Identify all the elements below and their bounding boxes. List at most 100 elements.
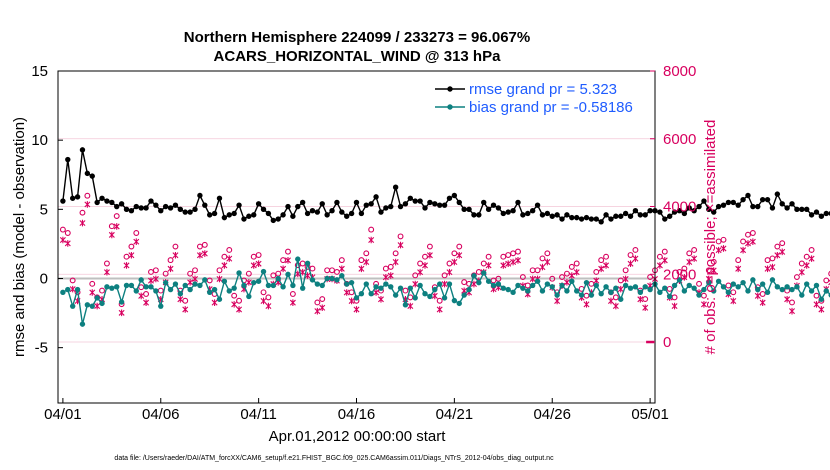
obs-possible-point xyxy=(588,280,595,287)
bias-point xyxy=(397,285,404,291)
bias-point xyxy=(701,286,707,293)
obs-possible-point xyxy=(593,269,600,275)
bias-point xyxy=(574,288,580,294)
rmse-point xyxy=(417,198,423,204)
obs-possible-point xyxy=(622,267,629,274)
obs-possible-point xyxy=(598,257,605,264)
rmse-point xyxy=(432,201,438,207)
bias-point xyxy=(490,282,497,289)
bias-point xyxy=(608,289,614,296)
bias-point xyxy=(691,285,697,291)
obs-possible-point xyxy=(436,297,443,304)
obs-possible-point xyxy=(250,253,257,260)
bias-point xyxy=(221,278,228,284)
obs-possible-point xyxy=(275,270,282,277)
bias-point xyxy=(794,284,800,290)
obs-assimilated-point xyxy=(348,297,355,305)
obs-assimilated-point xyxy=(108,231,115,239)
obs-possible-point xyxy=(603,253,610,260)
bias-point xyxy=(334,277,340,283)
right-tick-label: 2000 xyxy=(663,266,696,283)
obs-assimilated-point xyxy=(505,260,512,268)
rmse-point xyxy=(549,213,555,219)
obs-assimilated-point xyxy=(358,265,365,273)
rmse-point xyxy=(500,210,507,217)
bias-point xyxy=(65,286,71,293)
bias-point xyxy=(84,302,91,308)
bias-point xyxy=(358,291,365,297)
obs-assimilated-point xyxy=(622,275,629,283)
right-tick-label: 4000 xyxy=(663,199,696,216)
rmse-point xyxy=(510,208,516,214)
obs-assimilated-point xyxy=(583,301,590,308)
bias-point xyxy=(299,285,306,291)
obs-assimilated-point xyxy=(735,265,742,273)
rmse-point xyxy=(60,198,66,204)
bias-point xyxy=(309,277,316,283)
rmse-point xyxy=(608,216,614,222)
obs-possible-point xyxy=(255,252,262,258)
obs-assimilated-point xyxy=(544,258,551,266)
obs-assimilated-point xyxy=(103,268,110,276)
bias-point xyxy=(446,281,453,287)
bias-point xyxy=(789,286,795,293)
bias-point xyxy=(133,288,139,294)
bias-point xyxy=(114,284,120,290)
obs-possible-point xyxy=(681,265,688,272)
bias-point xyxy=(750,277,756,283)
rmse-point xyxy=(285,203,291,210)
bias-point xyxy=(143,284,149,290)
obs-possible-point xyxy=(769,255,776,262)
obs-possible-point xyxy=(495,275,502,282)
obs-possible-point xyxy=(79,209,86,216)
rmse-point xyxy=(818,213,825,219)
rmse-point xyxy=(715,203,722,210)
bias-point xyxy=(818,296,825,302)
bias-point xyxy=(251,279,257,286)
rmse-point xyxy=(275,216,281,222)
bias-point xyxy=(554,292,560,298)
obs-assimilated-point xyxy=(407,302,414,310)
obs-possible-point xyxy=(676,269,683,275)
bias-point xyxy=(569,278,575,284)
obs-assimilated-point xyxy=(563,279,570,286)
bias-point xyxy=(231,285,237,291)
rmse-point xyxy=(138,205,144,211)
rmse-point xyxy=(618,213,624,219)
obs-possible-point xyxy=(798,260,805,267)
obs-possible-point xyxy=(725,282,732,289)
obs-assimilated-point xyxy=(774,251,781,259)
obs-possible-point xyxy=(245,270,252,277)
obs-possible-point xyxy=(813,292,820,299)
obs-possible-point xyxy=(289,291,296,297)
obs-possible-point xyxy=(500,253,507,260)
obs-assimilated-point xyxy=(177,295,184,303)
obs-assimilated-point xyxy=(456,251,463,259)
rmse-point xyxy=(696,203,702,210)
obs-assimilated-point xyxy=(754,292,761,300)
bias-point xyxy=(285,271,291,278)
obs-possible-point xyxy=(64,230,71,236)
bias-point xyxy=(197,282,203,289)
obs-possible-point xyxy=(133,230,140,236)
obs-possible-point xyxy=(573,260,580,267)
rmse-point xyxy=(779,201,785,207)
obs-possible-point xyxy=(515,248,521,255)
left-tick-label: 5 xyxy=(40,201,48,218)
obs-assimilated-point xyxy=(221,262,228,269)
rmse-point xyxy=(691,208,697,214)
rmse-point xyxy=(554,212,560,218)
obs-possible-point xyxy=(368,226,375,233)
obs-possible-point xyxy=(534,267,541,274)
obs-assimilated-point xyxy=(539,263,546,271)
obs-possible-point xyxy=(338,257,345,264)
bias-point xyxy=(520,285,526,291)
obs-assimilated-point xyxy=(64,240,71,247)
obs-assimilated-point xyxy=(417,268,424,276)
bias-point xyxy=(60,289,66,296)
rmse-point xyxy=(725,199,732,206)
bias-point xyxy=(187,286,193,293)
rmse-point xyxy=(813,209,820,215)
bias-point xyxy=(769,277,776,283)
obs-assimilated-point xyxy=(167,265,174,273)
